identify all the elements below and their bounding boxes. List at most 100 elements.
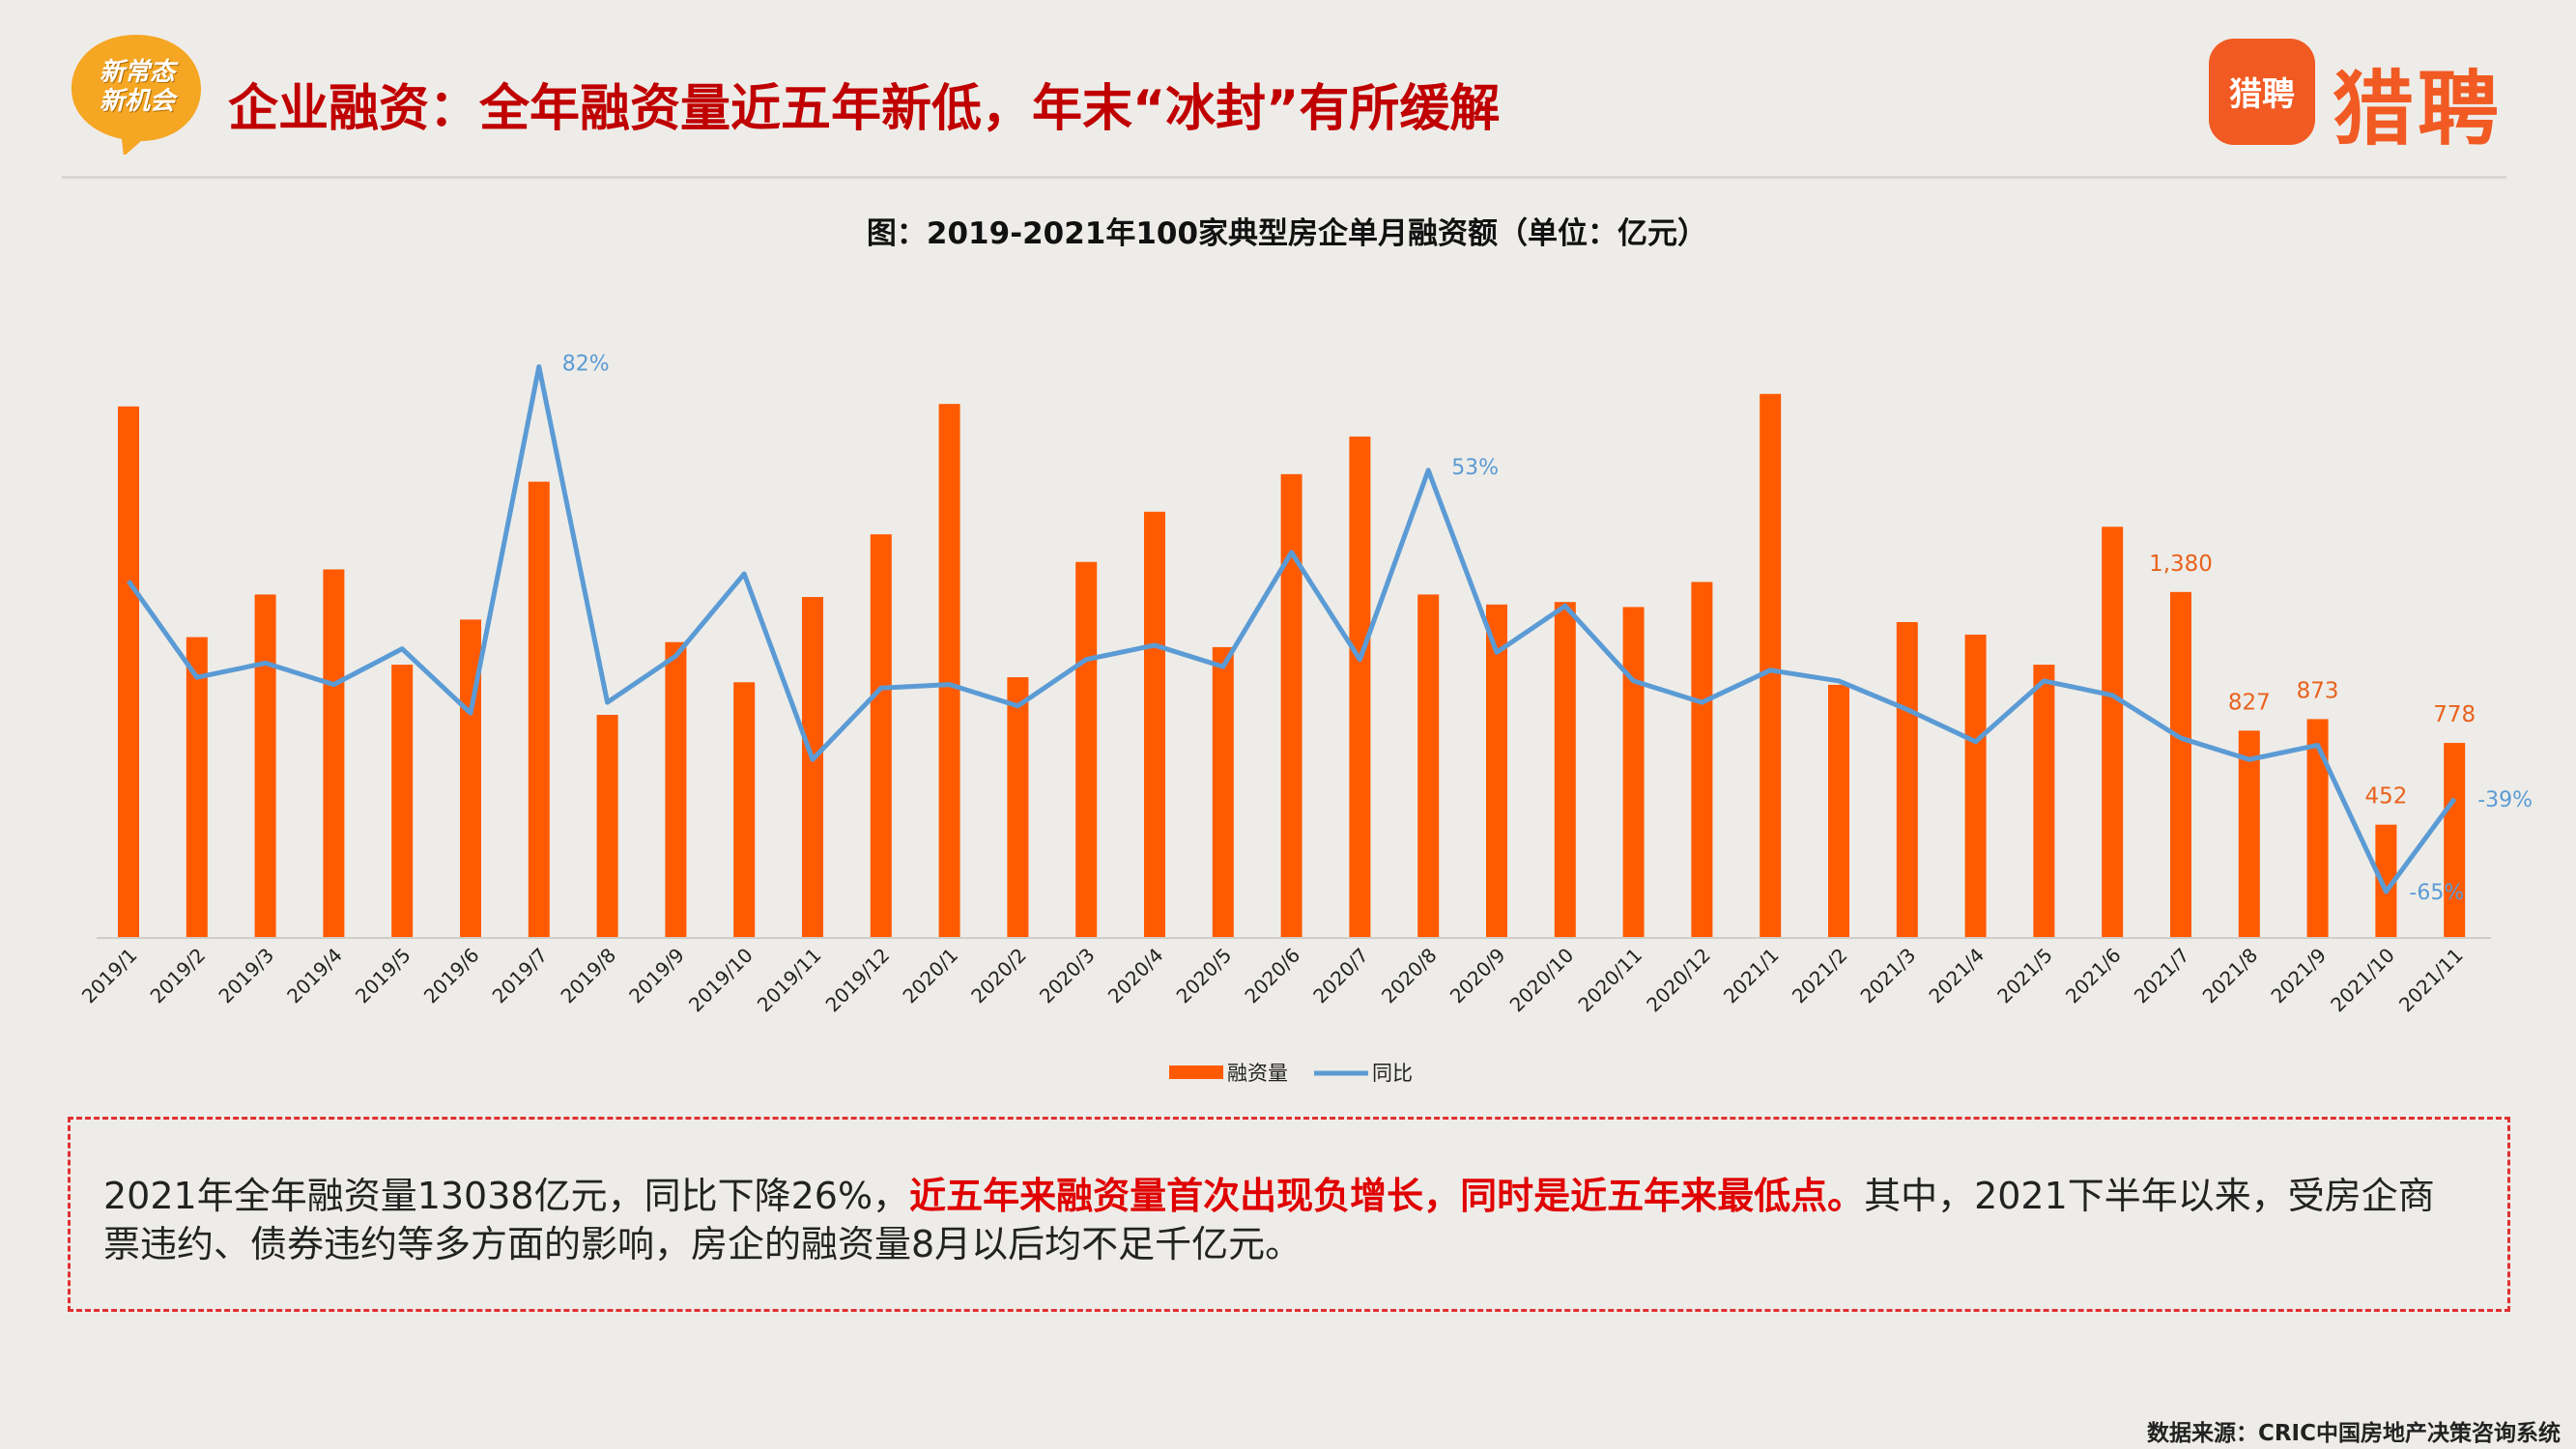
- logo-box: 猎聘: [2209, 39, 2315, 145]
- x-tick-2021-9: 2021/9: [2266, 944, 2331, 1009]
- bar-2021-4: [1964, 634, 1987, 938]
- bar-2020-2: [1007, 677, 1029, 938]
- legend-bar-swatch: [1169, 1065, 1223, 1079]
- bar-2020-10: [1554, 602, 1576, 938]
- bar-2020-8: [1417, 594, 1440, 938]
- x-tick-2021-5: 2021/5: [1992, 944, 2057, 1009]
- x-tick-2019-3: 2019/3: [214, 944, 278, 1009]
- bar-2020-7: [1349, 436, 1371, 939]
- bar-2020-6: [1280, 473, 1302, 938]
- x-tick-2020-11: 2020/11: [1573, 944, 1646, 1017]
- bar-2019-11: [802, 597, 823, 938]
- bar-2019-10: [733, 682, 756, 938]
- x-tick-2020-10: 2020/10: [1505, 944, 1579, 1017]
- line-label-2019-7: 82%: [562, 353, 610, 377]
- line-label-2020-8: 53%: [1451, 456, 1499, 480]
- x-tick-2019-4: 2019/4: [282, 944, 347, 1009]
- legend-bar-label: 融资量: [1227, 1062, 1288, 1085]
- x-tick-2019-5: 2019/5: [351, 944, 415, 1009]
- x-tick-2020-4: 2020/4: [1103, 944, 1168, 1009]
- data-source: 数据来源：CRIC中国房地产决策咨询系统: [2146, 1421, 2561, 1446]
- x-tick-2020-3: 2020/3: [1035, 944, 1100, 1009]
- x-tick-2020-7: 2020/7: [1308, 944, 1373, 1009]
- note-text-a: 2021年全年融资量13038亿元，同比下降26%，: [103, 1175, 910, 1217]
- badge-text: 新常态 新机会: [79, 58, 195, 116]
- bar-2019-8: [596, 715, 618, 938]
- logo-word: 猎聘: [2333, 62, 2504, 156]
- new-normal-badge: 新常态 新机会: [66, 29, 207, 155]
- bar-2021-2: [1828, 684, 1849, 938]
- bar-2021-5: [2033, 665, 2055, 938]
- badge-line-2: 新机会: [99, 87, 175, 116]
- data-labels: 1,380 827 873 452 778 82% 53% -65% -39%: [562, 353, 2533, 905]
- bar-label-2021-7: 1,380: [2149, 552, 2213, 577]
- x-tick-2020-9: 2020/9: [1445, 944, 1510, 1009]
- x-tick-2019-9: 2019/9: [624, 944, 689, 1009]
- bar-2020-5: [1212, 646, 1234, 938]
- x-tick-2021-8: 2021/8: [2198, 944, 2263, 1009]
- x-tick-2020-12: 2020/12: [1642, 944, 1715, 1017]
- bar-label-2021-8: 827: [2228, 690, 2271, 715]
- x-tick-2019-2: 2019/2: [146, 944, 211, 1009]
- bar-2019-5: [391, 665, 414, 938]
- bar-2020-11: [1622, 607, 1645, 938]
- x-tick-2020-2: 2020/2: [966, 944, 1031, 1009]
- bar-2020-4: [1144, 511, 1165, 938]
- bar-2019-4: [323, 569, 345, 938]
- x-tick-2020-6: 2020/6: [1240, 944, 1304, 1009]
- x-tick-2019-6: 2019/6: [419, 944, 484, 1009]
- line-label-2021-11: -39%: [2477, 788, 2533, 812]
- bar-2021-10: [2375, 824, 2397, 938]
- x-tick-2021-6: 2021/6: [2061, 944, 2126, 1009]
- x-tick-2019-1: 2019/1: [77, 944, 142, 1009]
- bar-label-2021-10: 452: [2364, 784, 2407, 810]
- bar-label-2021-11: 778: [2433, 702, 2476, 727]
- bar-2020-3: [1075, 561, 1098, 938]
- logo-box-text: 猎聘: [2229, 75, 2295, 114]
- x-tick-2019-7: 2019/7: [488, 944, 553, 1009]
- badge-line-1: 新常态: [99, 58, 175, 87]
- note-highlight: 近五年来融资量首次出现负增长，同时是近五年来最低点。: [909, 1175, 1865, 1217]
- x-tick-2021-3: 2021/3: [1856, 944, 1921, 1009]
- bar-2021-7: [2170, 591, 2191, 938]
- bar-2021-8: [2238, 730, 2260, 938]
- line-series: [126, 364, 2457, 895]
- x-tick-labels: 2019/1 2019/2 2019/3 2019/4 2019/5 2019/6 2019…: [77, 944, 2468, 1017]
- bar-2019-9: [665, 641, 687, 938]
- bar-2019-6: [460, 619, 481, 938]
- financing-chart: 图：2019-2021年100家典型房企单月融资额（单位：亿元） 1,380 82…: [77, 216, 2533, 1085]
- x-tick-2021-7: 2021/7: [2130, 944, 2194, 1009]
- bar-2019-12: [870, 534, 892, 938]
- x-tick-2019-12: 2019/12: [821, 944, 895, 1017]
- chart-title: 图：2019-2021年100家典型房企单月融资额（单位：亿元）: [867, 216, 1707, 251]
- bar-series: [118, 393, 2466, 939]
- bar-2021-6: [2102, 526, 2124, 938]
- x-tick-2019-10: 2019/10: [684, 944, 758, 1017]
- bar-2020-1: [938, 404, 960, 938]
- x-tick-2021-10: 2021/10: [2326, 944, 2399, 1017]
- x-tick-2019-11: 2019/11: [753, 944, 826, 1017]
- bar-2021-1: [1760, 393, 1782, 938]
- bar-label-2021-9: 873: [2297, 678, 2339, 703]
- bar-2019-2: [186, 637, 208, 938]
- x-tick-2020-1: 2020/1: [898, 944, 962, 1009]
- bar-2019-3: [254, 594, 276, 938]
- x-tick-2019-8: 2019/8: [556, 944, 620, 1009]
- bar-2019-1: [118, 406, 139, 938]
- x-tick-2021-2: 2021/2: [1788, 944, 1852, 1009]
- x-tick-2021-11: 2021/11: [2394, 944, 2468, 1017]
- bar-2020-9: [1486, 604, 1507, 938]
- x-tick-2021-4: 2021/4: [1924, 944, 1989, 1009]
- chart-legend: 融资量 同比: [1169, 1062, 1413, 1085]
- bar-2020-12: [1691, 582, 1713, 938]
- x-tick-2020-8: 2020/8: [1377, 944, 1442, 1009]
- header-divider: [62, 176, 2506, 179]
- x-tick-2020-5: 2020/5: [1172, 944, 1237, 1009]
- speech-bubble-icon: [72, 35, 201, 155]
- line-label-2021-10: -65%: [2409, 881, 2464, 905]
- bar-2019-7: [528, 481, 550, 938]
- bar-2021-11: [2444, 743, 2466, 938]
- x-tick-2021-1: 2021/1: [1719, 944, 1784, 1009]
- bar-2021-3: [1896, 621, 1918, 938]
- legend-line-label: 同比: [1372, 1062, 1413, 1085]
